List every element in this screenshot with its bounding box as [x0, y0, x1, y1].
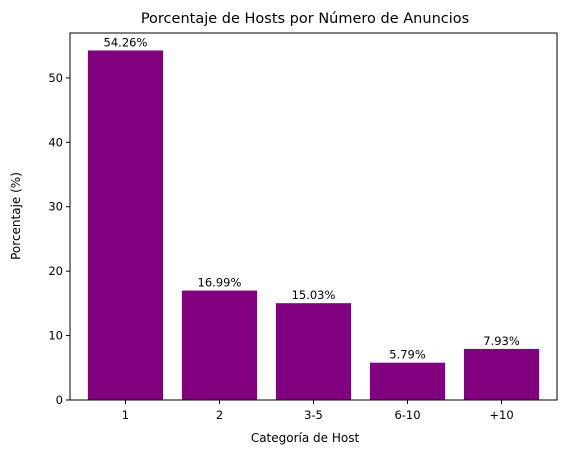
- x-tick-label-4: +10: [489, 408, 513, 422]
- x-tick-label-2: 3-5: [304, 408, 323, 422]
- bar-4: [369, 362, 446, 400]
- bar-3: [275, 303, 352, 400]
- chart-title: Porcentaje de Hosts por Número de Anunci…: [141, 11, 469, 27]
- y-tick-label-2: 20: [48, 264, 63, 278]
- data-label-5: 7.93%: [483, 334, 520, 348]
- bar-2: [181, 290, 258, 400]
- data-label-4: 5.79%: [389, 348, 426, 362]
- y-tick-label-5: 50: [48, 71, 63, 85]
- y-axis-label: Porcentaje (%): [9, 172, 23, 260]
- x-tick-label-0: 1: [122, 408, 129, 422]
- data-label-2: 16.99%: [198, 276, 242, 290]
- x-tick-label-1: 2: [216, 408, 223, 422]
- y-tick-label-1: 10: [48, 329, 63, 343]
- data-label-3: 15.03%: [292, 288, 336, 302]
- y-tick-label-0: 0: [56, 393, 63, 407]
- bar-5: [463, 348, 540, 400]
- plot-area: 54.26% 16.99% 15.03% 5.79% 7.93% 0 10 20 30 40 50 1…: [48, 32, 558, 422]
- y-tick-label-4: 40: [48, 135, 63, 149]
- x-axis-label: Categoría de Host: [251, 431, 360, 445]
- x-tick-label-3: 6-10: [394, 408, 420, 422]
- data-label-1: 54.26%: [104, 35, 148, 49]
- y-tick-label-3: 30: [48, 200, 63, 214]
- bar-1: [87, 50, 164, 400]
